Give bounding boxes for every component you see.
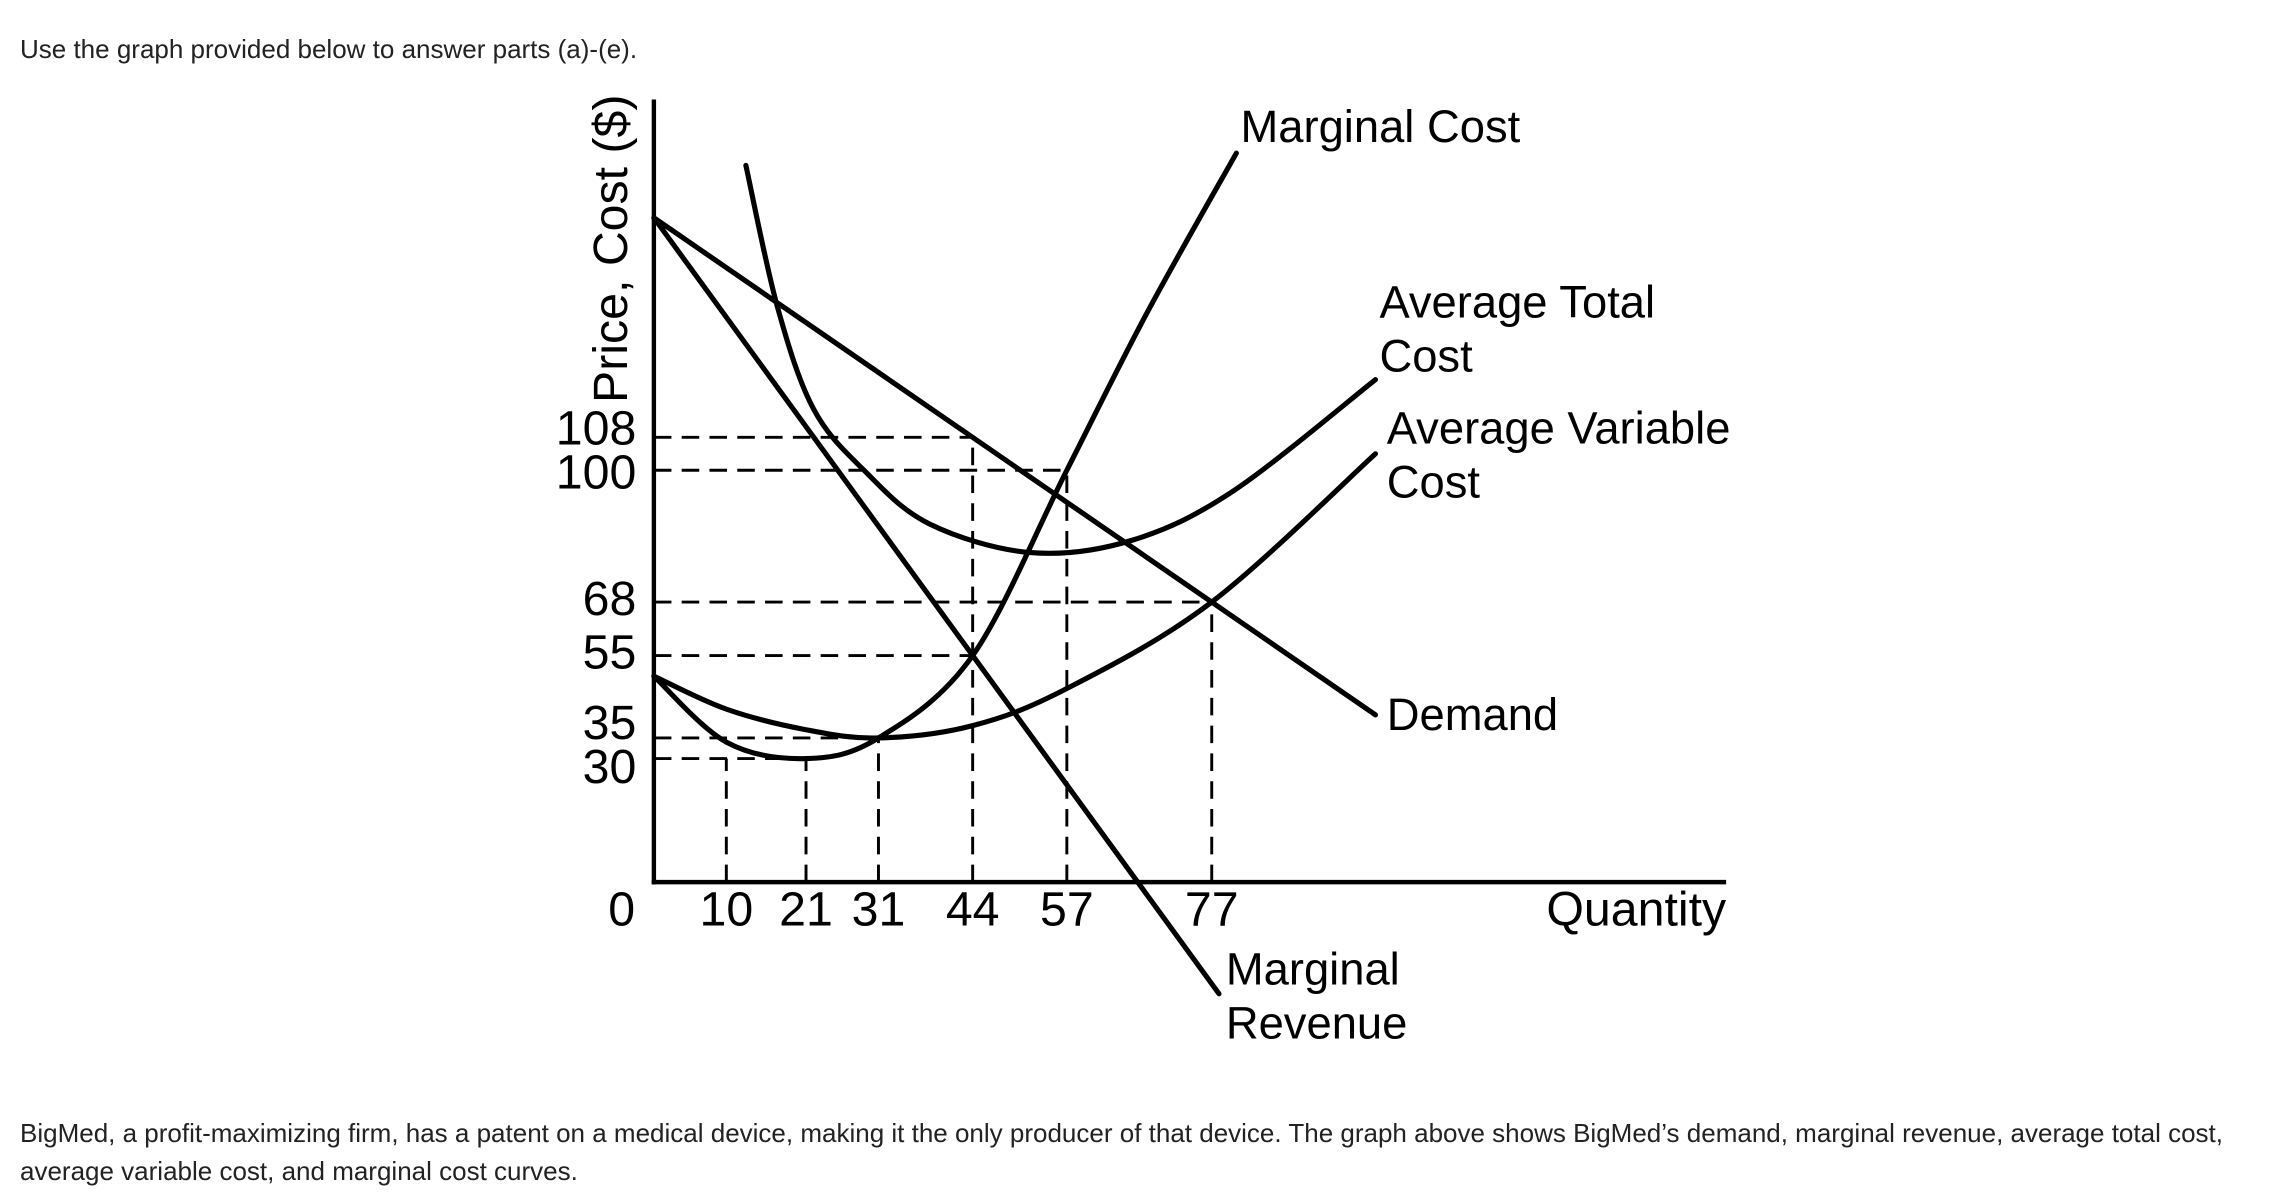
x-tick-label: 10 bbox=[699, 883, 753, 937]
y-tick-label: 30 bbox=[583, 740, 637, 794]
curve bbox=[651, 215, 1222, 997]
y-tick-label: 35 bbox=[583, 696, 637, 750]
curve-label-box: Average Variable Cost bbox=[1386, 402, 1731, 508]
y-axis-label: Price, Cost ($) bbox=[584, 95, 638, 403]
y-tick-label: 100 bbox=[556, 445, 637, 499]
x-tick-label: 44 bbox=[946, 883, 1000, 937]
y-tick-label: 55 bbox=[583, 625, 637, 679]
curve-label: Average Variable Cost bbox=[1386, 402, 1731, 508]
curve bbox=[651, 451, 1379, 741]
curve bbox=[651, 150, 1239, 762]
x-tick-label: 57 bbox=[1040, 883, 1094, 937]
description: BigMed, a profit-maximizing firm, has a … bbox=[20, 1118, 2223, 1186]
x-axis-label: Quantity bbox=[1546, 883, 1727, 937]
curve-label: Average Total Cost bbox=[1379, 276, 1656, 382]
curve-label-box: Average Total Cost bbox=[1379, 276, 1656, 382]
instruction: Use the graph provided below to answer p… bbox=[20, 34, 638, 64]
curve-label: Marginal Cost bbox=[1240, 100, 1521, 153]
curve-label-box: Demand bbox=[1386, 689, 1559, 741]
x-tick-label: 21 bbox=[779, 883, 833, 937]
curve-label-box: Marginal Cost bbox=[1240, 100, 1521, 153]
x-tick-label: 77 bbox=[1185, 883, 1239, 937]
curve bbox=[651, 215, 1379, 718]
curve bbox=[743, 162, 1379, 556]
curve-label: Demand bbox=[1386, 689, 1559, 741]
x-tick-label: 0 bbox=[608, 883, 635, 937]
y-tick-label: 108 bbox=[556, 402, 637, 456]
x-tick-label: 31 bbox=[852, 883, 906, 937]
y-tick-label: 68 bbox=[583, 572, 637, 626]
curve-label-box: Marginal Revenue bbox=[1225, 943, 1408, 1049]
curve-label: Marginal Revenue bbox=[1225, 943, 1408, 1049]
